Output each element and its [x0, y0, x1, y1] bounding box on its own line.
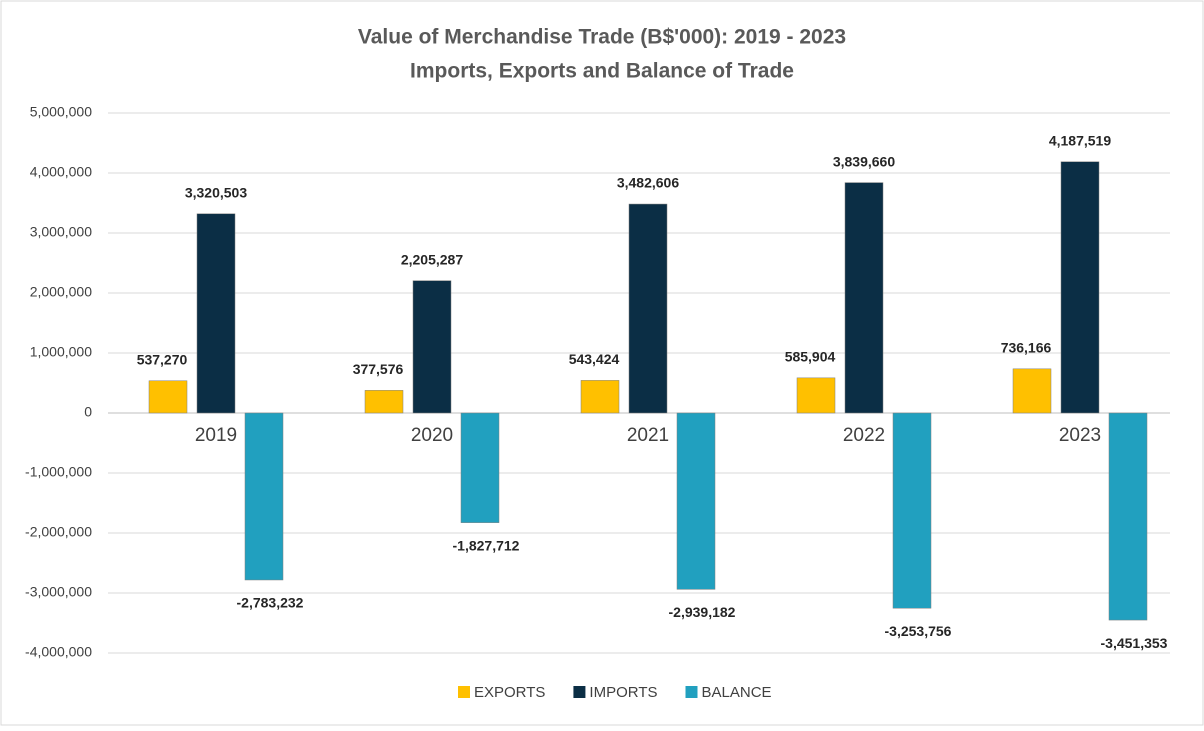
- data-label: 4,187,519: [1049, 132, 1111, 148]
- bar: [844, 182, 884, 414]
- chart-title: Value of Merchandise Trade (B$'000): 201…: [358, 26, 846, 49]
- bar: [1012, 368, 1052, 414]
- x-tick-label: 2019: [195, 425, 237, 446]
- bar: [244, 412, 284, 581]
- data-label: -3,253,756: [885, 623, 952, 639]
- bar: [1060, 161, 1100, 414]
- data-label: 2,205,287: [401, 251, 463, 267]
- data-label: 3,320,503: [185, 184, 247, 200]
- bar: [628, 203, 668, 414]
- y-tick-label: -2,000,000: [25, 524, 92, 540]
- x-tick-label: 2022: [843, 425, 885, 446]
- data-label: 3,839,660: [833, 153, 895, 169]
- bar: [460, 412, 500, 523]
- legend-swatch: [573, 686, 586, 698]
- y-tick-label: -4,000,000: [25, 644, 92, 660]
- y-tick-label: -1,000,000: [25, 464, 92, 480]
- chart-subtitle: Imports, Exports and Balance of Trade: [410, 60, 794, 83]
- data-label: -2,939,182: [669, 604, 736, 620]
- bar: [892, 412, 932, 609]
- legend-label: EXPORTS: [474, 684, 545, 701]
- data-label: 377,576: [353, 361, 404, 377]
- data-label: -1,827,712: [453, 537, 520, 553]
- bar: [676, 412, 716, 590]
- data-label: 537,270: [137, 351, 188, 367]
- legend-swatch: [458, 686, 470, 698]
- x-tick-label: 2021: [627, 425, 669, 446]
- x-tick-label: 2020: [411, 425, 453, 446]
- y-tick-label: 3,000,000: [30, 224, 92, 240]
- data-label: 585,904: [785, 349, 836, 365]
- bar: [1108, 412, 1148, 621]
- bar: [196, 213, 236, 414]
- y-tick-label: 1,000,000: [30, 344, 92, 360]
- legend-label: BALANCE: [702, 684, 772, 701]
- bar: [148, 380, 188, 414]
- bar: [580, 380, 620, 414]
- legend-swatch: [685, 686, 698, 698]
- y-tick-label: -3,000,000: [25, 584, 92, 600]
- data-label: -2,783,232: [237, 595, 304, 611]
- x-tick-label: 2023: [1059, 425, 1101, 446]
- data-label: 543,424: [569, 351, 620, 367]
- y-tick-label: 0: [84, 404, 92, 420]
- bar: [364, 390, 404, 414]
- data-label: 3,482,606: [617, 175, 679, 191]
- y-tick-label: 4,000,000: [30, 164, 92, 180]
- data-label: 736,166: [1001, 340, 1052, 356]
- legend-label: IMPORTS: [589, 684, 657, 701]
- y-tick-label: 2,000,000: [30, 284, 92, 300]
- data-label: -3,451,353: [1101, 635, 1168, 651]
- y-tick-label: 5,000,000: [30, 104, 92, 120]
- bar: [412, 280, 452, 414]
- bar: [796, 377, 836, 414]
